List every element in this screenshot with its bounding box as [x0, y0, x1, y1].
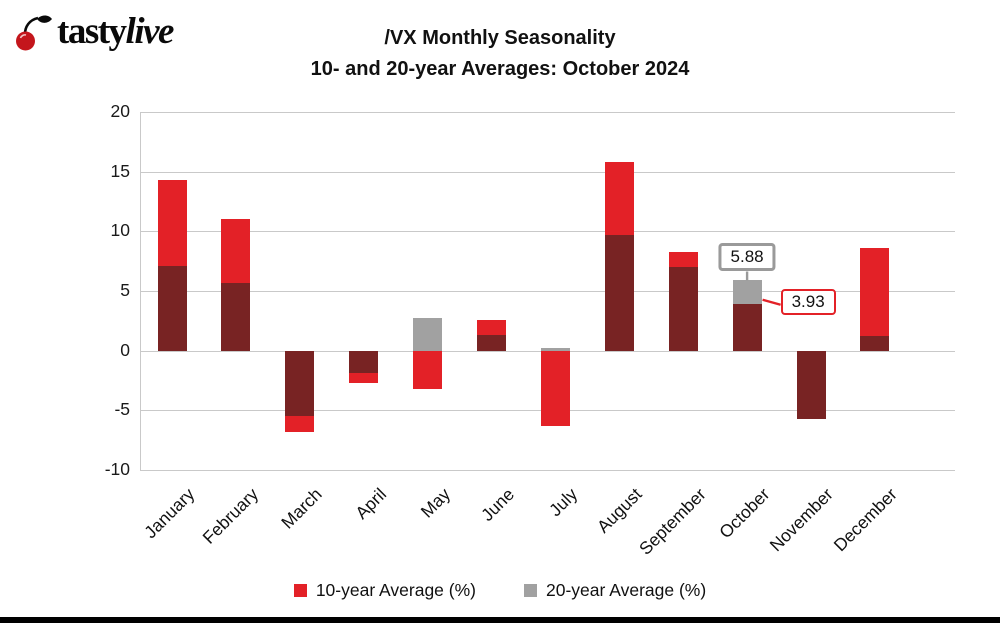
x-axis-label-july: July — [545, 484, 582, 521]
bar-10yr-august — [604, 162, 634, 235]
y-axis-tick-label: -5 — [114, 399, 130, 420]
bar-overlap-january — [157, 265, 187, 351]
brand-bold: tasty — [57, 11, 127, 52]
bar-overlap-april — [349, 350, 379, 374]
gridline--10 — [140, 470, 955, 471]
chart-title-block: /VX Monthly Seasonality 10- and 20-year … — [0, 23, 1000, 85]
bar-overlap-june — [477, 335, 506, 351]
x-axis-label-october: October — [715, 484, 774, 543]
legend-item-20yr: 20-year Average (%) — [524, 580, 706, 601]
bar-10yr-may — [413, 350, 443, 389]
gridline-15 — [140, 171, 955, 173]
brand-italic: live — [125, 11, 175, 52]
bar-10yr-december — [860, 248, 890, 337]
x-axis-label-april: April — [350, 484, 390, 523]
bar-10yr-april — [349, 373, 379, 383]
x-axis-label-august: August — [592, 484, 646, 537]
bar-overlap-november — [796, 350, 826, 419]
legend-swatch-20yr — [524, 584, 537, 597]
bar-10yr-september — [668, 251, 698, 268]
bar-10yr-march — [285, 416, 315, 432]
legend-swatch-10yr — [293, 584, 307, 597]
bar-overlap-september — [668, 267, 698, 351]
x-axis-label-december: December — [829, 484, 902, 556]
bar-20yr-july — [540, 348, 570, 351]
x-axis-label-march: March — [277, 484, 326, 533]
bar-overlap-december — [860, 336, 890, 351]
gridline-20 — [140, 112, 955, 113]
chart-subtitle: 10- and 20-year Averages: October 2024 — [310, 58, 690, 80]
bar-overlap-february — [221, 282, 251, 351]
x-axis-label-may: May — [416, 484, 454, 522]
bar-20yr-may — [413, 318, 443, 351]
y-axis-tick-label: 20 — [110, 101, 130, 121]
legend: 10-year Average (%) 20-year Average (%) — [0, 580, 1000, 601]
gridline-5 — [140, 291, 955, 292]
tastylive-logo: tastylive — [14, 10, 175, 54]
y-axis-tick-label: 5 — [120, 280, 130, 300]
callout-10-year: 3.93 — [780, 288, 836, 315]
y-axis-tick-label: -10 — [104, 459, 130, 479]
y-axis-tick-label: 0 — [120, 339, 130, 360]
y-axis-tick-label: 10 — [110, 220, 130, 241]
bar-overlap-march — [285, 350, 315, 417]
legend-label-20yr: 20-year Average (%) — [546, 580, 707, 600]
chart-title: /VX Monthly Seasonality — [384, 27, 616, 49]
bar-10yr-january — [157, 180, 187, 266]
bar-10yr-july — [540, 350, 570, 426]
plot-area: 5.88 3.93 — [140, 112, 955, 471]
x-axis-label-january: January — [139, 484, 199, 543]
bar-overlap-august — [604, 234, 634, 351]
x-axis-label-february: February — [198, 484, 263, 548]
brand-wordmark: tastylive — [57, 10, 175, 54]
cherry-icon — [16, 15, 52, 51]
bar-20yr-october — [732, 280, 762, 304]
legend-item-10yr: 10-year Average (%) — [293, 580, 476, 601]
callout-20-year: 5.88 — [718, 243, 776, 272]
y-axis-tick-label: 15 — [110, 160, 130, 181]
x-axis-label-november: November — [765, 484, 838, 556]
x-axis-label-june: June — [476, 484, 518, 525]
x-axis-label-september: September — [634, 484, 710, 559]
gridline-10 — [140, 231, 955, 233]
bottom-border-bar — [0, 617, 1000, 623]
connector-10yr — [762, 298, 781, 306]
bar-10yr-june — [477, 319, 506, 336]
bar-overlap-october — [732, 303, 762, 351]
legend-label-10yr: 10-year Average (%) — [315, 580, 476, 600]
bar-10yr-february — [221, 219, 251, 283]
y-axis-line — [140, 112, 141, 470]
